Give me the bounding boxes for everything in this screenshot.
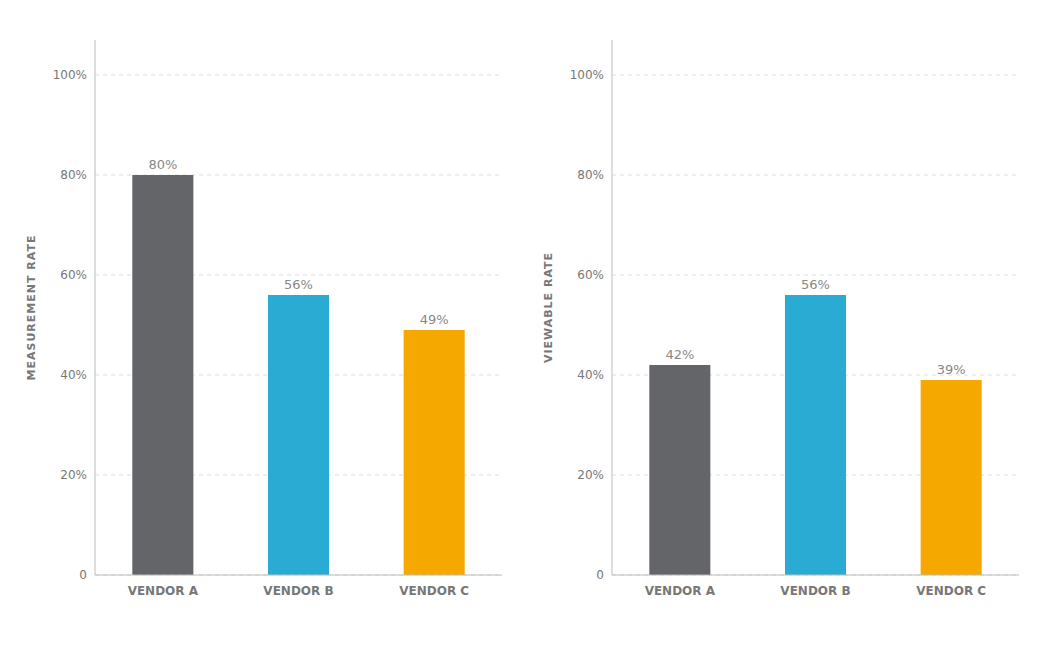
x-tick-label: VENDOR B	[780, 584, 850, 598]
grid-line	[612, 75, 1019, 76]
y-tick-label: 60%	[60, 268, 87, 282]
data-label: 56%	[284, 277, 313, 292]
bar	[785, 295, 846, 575]
y-axis-line	[95, 40, 96, 575]
bar	[921, 380, 982, 575]
bar	[268, 295, 329, 575]
y-tick-label: 20%	[60, 468, 87, 482]
bars	[649, 295, 981, 575]
panel: 0 20% 40% 60% 80% 100% 80% 56% 49% VENDOR A VENDOR…	[25, 40, 502, 598]
bars	[132, 175, 464, 575]
y-tick-label: 40%	[60, 368, 87, 382]
grid-line	[612, 575, 1019, 576]
x-tick-label: VENDOR A	[128, 584, 199, 598]
y-tick-label: 80%	[577, 168, 604, 182]
x-tick-label: VENDOR A	[645, 584, 716, 598]
x-axis-line	[95, 575, 502, 576]
data-label: 80%	[148, 157, 177, 172]
data-label: 49%	[420, 312, 449, 327]
y-tick-label: 100%	[53, 68, 87, 82]
y-tick-label: 100%	[570, 68, 604, 82]
x-tick-label: VENDOR B	[263, 584, 333, 598]
grid-line	[95, 75, 502, 76]
data-label: 56%	[801, 277, 830, 292]
bar	[649, 365, 710, 575]
grid-line	[612, 175, 1019, 176]
y-axis-line	[612, 40, 613, 575]
panel: 0 20% 40% 60% 80% 100% 42% 56% 39% VENDOR A VENDOR…	[542, 40, 1019, 598]
grid-line	[612, 275, 1019, 276]
grid-line	[95, 575, 502, 576]
bar	[132, 175, 193, 575]
y-tick-label: 80%	[60, 168, 87, 182]
y-axis-label: MEASUREMENT RATE	[25, 235, 38, 381]
y-axis-label: VIEWABLE RATE	[542, 252, 555, 363]
chart-svg: 0 20% 40% 60% 80% 100% 80% 56% 49% VENDOR A VENDOR…	[0, 0, 1054, 646]
x-axis-line	[612, 575, 1019, 576]
y-tick-label: 0	[596, 568, 604, 582]
data-label: 39%	[937, 362, 966, 377]
x-tick-label: VENDOR C	[399, 584, 469, 598]
bar	[404, 330, 465, 575]
x-tick-label: VENDOR C	[916, 584, 986, 598]
y-tick-label: 20%	[577, 468, 604, 482]
y-tick-label: 0	[79, 568, 87, 582]
chart-root: 0 20% 40% 60% 80% 100% 80% 56% 49% VENDOR A VENDOR…	[0, 0, 1054, 646]
y-tick-label: 60%	[577, 268, 604, 282]
y-tick-label: 40%	[577, 368, 604, 382]
data-label: 42%	[665, 347, 694, 362]
